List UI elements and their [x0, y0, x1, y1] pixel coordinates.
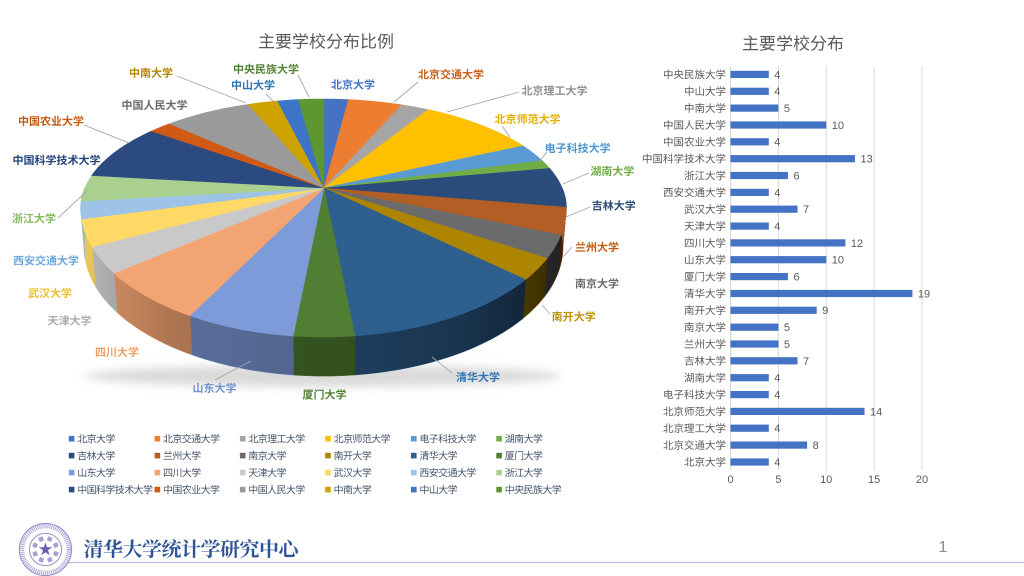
- svg-text:4: 4: [774, 69, 780, 81]
- svg-text:4: 4: [774, 373, 780, 385]
- svg-text:5: 5: [784, 103, 790, 115]
- svg-text:1: 1: [939, 539, 948, 556]
- svg-text:4: 4: [774, 457, 780, 469]
- svg-text:8: 8: [813, 440, 819, 452]
- svg-text:0: 0: [727, 474, 733, 486]
- svg-text:10: 10: [832, 120, 844, 132]
- svg-text:4: 4: [774, 390, 780, 402]
- svg-text:6: 6: [794, 272, 800, 284]
- svg-text:5: 5: [784, 322, 790, 334]
- svg-text:4: 4: [774, 423, 780, 435]
- svg-text:9: 9: [822, 305, 828, 317]
- svg-text:6: 6: [794, 170, 800, 182]
- svg-text:4: 4: [774, 137, 780, 149]
- svg-text:4: 4: [774, 221, 780, 233]
- svg-text:10: 10: [820, 474, 832, 486]
- svg-text:5: 5: [784, 339, 790, 351]
- svg-text:13: 13: [861, 154, 873, 166]
- svg-text:10: 10: [832, 255, 844, 267]
- svg-text:14: 14: [870, 406, 882, 418]
- svg-text:12: 12: [851, 238, 863, 250]
- svg-text:4: 4: [774, 187, 780, 199]
- svg-text:7: 7: [803, 356, 809, 368]
- svg-text:15: 15: [868, 474, 880, 486]
- svg-text:4: 4: [774, 86, 780, 98]
- svg-text:5: 5: [775, 474, 781, 486]
- svg-text:20: 20: [916, 474, 928, 486]
- svg-text:7: 7: [803, 204, 809, 216]
- svg-text:19: 19: [918, 288, 930, 300]
